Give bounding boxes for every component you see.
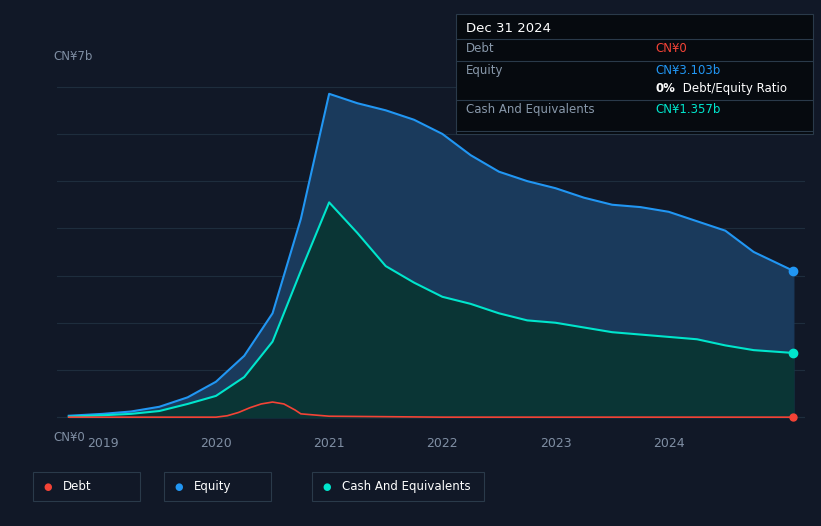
- Text: CN¥7b: CN¥7b: [53, 50, 93, 63]
- Text: CN¥3.103b: CN¥3.103b: [656, 64, 721, 77]
- Text: Equity: Equity: [466, 64, 503, 77]
- Text: ●: ●: [323, 481, 331, 492]
- Text: Debt/Equity Ratio: Debt/Equity Ratio: [679, 82, 787, 95]
- Text: 0%: 0%: [656, 82, 676, 95]
- Text: Cash And Equivalents: Cash And Equivalents: [466, 103, 594, 116]
- Text: CN¥0: CN¥0: [53, 431, 85, 444]
- Text: ●: ●: [44, 481, 52, 492]
- Text: CN¥0: CN¥0: [656, 42, 687, 55]
- Text: Dec 31 2024: Dec 31 2024: [466, 22, 551, 35]
- Text: CN¥1.357b: CN¥1.357b: [656, 103, 721, 116]
- Text: Cash And Equivalents: Cash And Equivalents: [342, 480, 470, 493]
- Text: ●: ●: [175, 481, 183, 492]
- Text: Equity: Equity: [194, 480, 232, 493]
- Text: Debt: Debt: [62, 480, 91, 493]
- Text: Debt: Debt: [466, 42, 494, 55]
